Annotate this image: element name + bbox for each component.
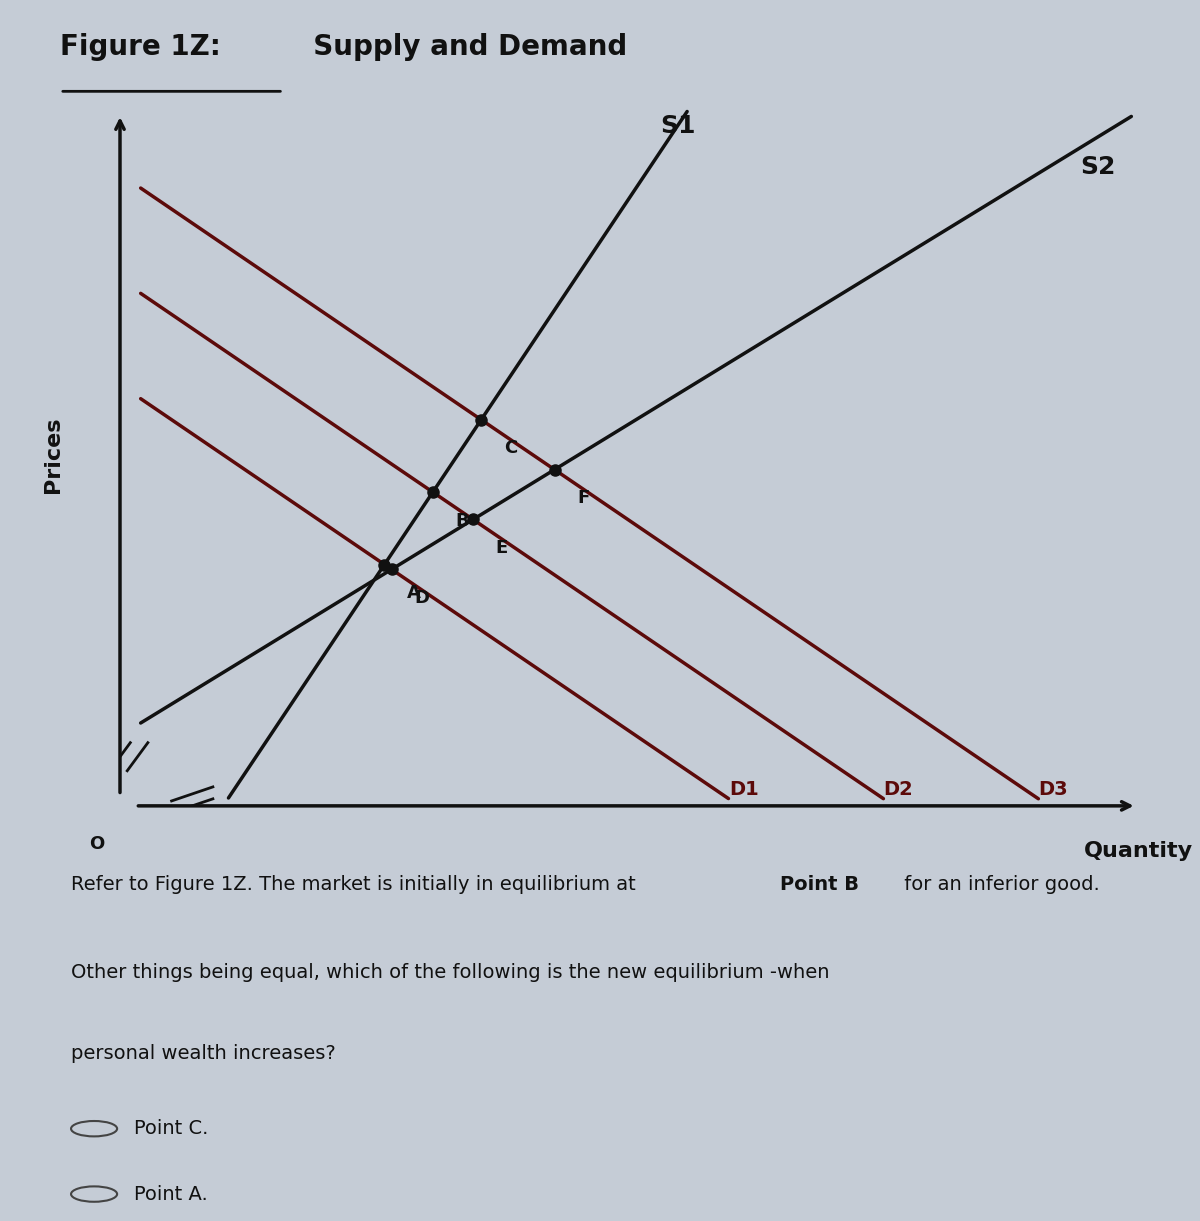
Text: D1: D1 xyxy=(728,780,758,799)
Text: B: B xyxy=(456,512,469,530)
Text: Refer to Figure 1Z. The market is initially in equilibrium at: Refer to Figure 1Z. The market is initia… xyxy=(71,874,642,894)
Text: F: F xyxy=(577,490,589,507)
Text: personal wealth increases?: personal wealth increases? xyxy=(71,1044,336,1063)
Text: Point A.: Point A. xyxy=(134,1184,208,1204)
Text: D2: D2 xyxy=(883,780,913,799)
Text: Point B: Point B xyxy=(780,874,858,894)
Text: Quantity: Quantity xyxy=(1084,841,1193,861)
Text: A: A xyxy=(407,584,421,602)
Text: E: E xyxy=(496,540,508,557)
Text: D: D xyxy=(414,589,430,607)
Text: Prices: Prices xyxy=(43,416,62,493)
Text: Supply and Demand: Supply and Demand xyxy=(294,33,628,61)
Text: O: O xyxy=(89,835,104,853)
Text: S1: S1 xyxy=(660,115,696,138)
Text: Other things being equal, which of the following is the new equilibrium -when: Other things being equal, which of the f… xyxy=(71,963,829,983)
Text: Point C.: Point C. xyxy=(134,1120,209,1138)
Text: for an inferior good.: for an inferior good. xyxy=(898,874,1100,894)
Text: D3: D3 xyxy=(1038,780,1068,799)
Text: C: C xyxy=(504,440,517,458)
Text: Figure 1Z:: Figure 1Z: xyxy=(60,33,221,61)
Text: S2: S2 xyxy=(1080,155,1115,179)
